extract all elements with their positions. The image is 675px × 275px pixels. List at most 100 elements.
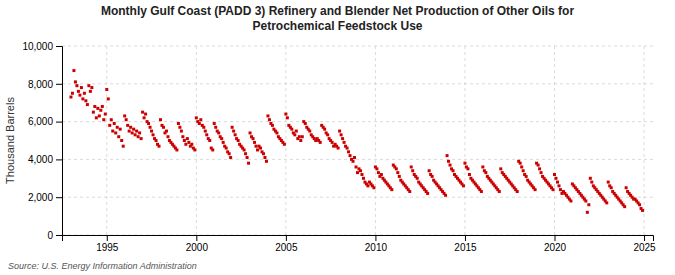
- point: [353, 156, 356, 159]
- point: [195, 116, 198, 119]
- axis-line: [63, 236, 654, 242]
- point: [295, 130, 298, 133]
- point: [416, 177, 419, 180]
- point: [92, 111, 95, 114]
- point: [431, 175, 434, 178]
- point: [308, 130, 311, 133]
- point: [243, 148, 246, 151]
- point: [143, 116, 146, 119]
- point: [77, 90, 80, 93]
- point: [380, 173, 383, 176]
- tick-label: 8,000: [28, 79, 53, 90]
- point: [480, 190, 483, 193]
- point: [184, 143, 187, 146]
- point: [553, 173, 556, 176]
- point: [299, 139, 302, 142]
- grid-line: [62, 83, 653, 84]
- tick-mark: [56, 84, 62, 85]
- point: [522, 169, 525, 172]
- point: [447, 160, 450, 163]
- point: [411, 169, 414, 172]
- tick-label: 2020: [544, 242, 567, 253]
- point: [265, 160, 268, 163]
- point: [246, 156, 249, 159]
- point: [234, 133, 237, 136]
- grid-line: [62, 159, 653, 160]
- plot-area: 199520002005201020152020202502,0004,0006…: [22, 41, 656, 253]
- point: [131, 131, 134, 134]
- point: [134, 133, 137, 136]
- point: [499, 167, 502, 170]
- grid-line: [644, 46, 645, 235]
- point: [111, 130, 114, 133]
- point: [253, 141, 256, 144]
- point: [534, 188, 537, 191]
- points: [69, 69, 644, 214]
- point: [552, 188, 555, 191]
- point: [569, 199, 572, 202]
- point: [352, 160, 355, 163]
- point: [360, 173, 363, 176]
- grid-line: [554, 46, 555, 235]
- point: [625, 186, 628, 189]
- point: [175, 148, 178, 151]
- tick: 2000: [186, 235, 209, 253]
- point: [101, 105, 104, 108]
- point: [128, 130, 131, 133]
- point: [266, 114, 269, 117]
- point: [125, 118, 128, 121]
- tick-label: 2010: [365, 242, 388, 253]
- point: [271, 124, 274, 127]
- tick-mark: [555, 235, 556, 241]
- point: [366, 184, 369, 187]
- tick-mark: [56, 46, 62, 47]
- tick-label: 2015: [454, 242, 477, 253]
- point: [346, 147, 349, 150]
- point: [449, 164, 452, 167]
- point: [641, 209, 644, 212]
- annotation: Source: U.S. Energy Information Administ…: [8, 261, 197, 271]
- tick: 1995: [96, 235, 119, 253]
- point: [623, 205, 626, 208]
- point: [610, 186, 613, 189]
- point: [202, 126, 205, 129]
- point: [116, 126, 119, 129]
- point: [263, 156, 266, 159]
- point: [484, 171, 487, 174]
- point: [126, 124, 129, 127]
- point: [95, 116, 98, 119]
- point: [119, 128, 122, 131]
- point: [71, 92, 74, 95]
- point: [141, 111, 144, 114]
- point: [301, 135, 304, 138]
- point: [180, 130, 183, 133]
- point: [178, 126, 181, 129]
- point: [256, 148, 259, 151]
- tick: 2005: [275, 235, 298, 253]
- point: [89, 90, 92, 93]
- tick-label: 6,000: [28, 116, 53, 127]
- point: [326, 133, 329, 136]
- point: [214, 126, 217, 129]
- point: [74, 80, 77, 83]
- point: [554, 177, 557, 180]
- point: [229, 156, 232, 159]
- tick-mark: [107, 235, 108, 241]
- point: [114, 131, 117, 134]
- point: [247, 162, 250, 165]
- point: [556, 181, 559, 184]
- point: [275, 131, 278, 134]
- point: [222, 141, 225, 144]
- point: [166, 135, 169, 138]
- point: [183, 139, 186, 142]
- tick-mark: [644, 235, 645, 241]
- point: [283, 143, 286, 146]
- point: [349, 154, 352, 157]
- grid-line: [196, 46, 197, 235]
- y-axis-title: Thousand Barrels: [4, 97, 16, 184]
- grid-line: [375, 46, 376, 235]
- point: [462, 184, 465, 187]
- point: [290, 128, 293, 131]
- tick-label: 2025: [633, 242, 656, 253]
- point: [237, 139, 240, 142]
